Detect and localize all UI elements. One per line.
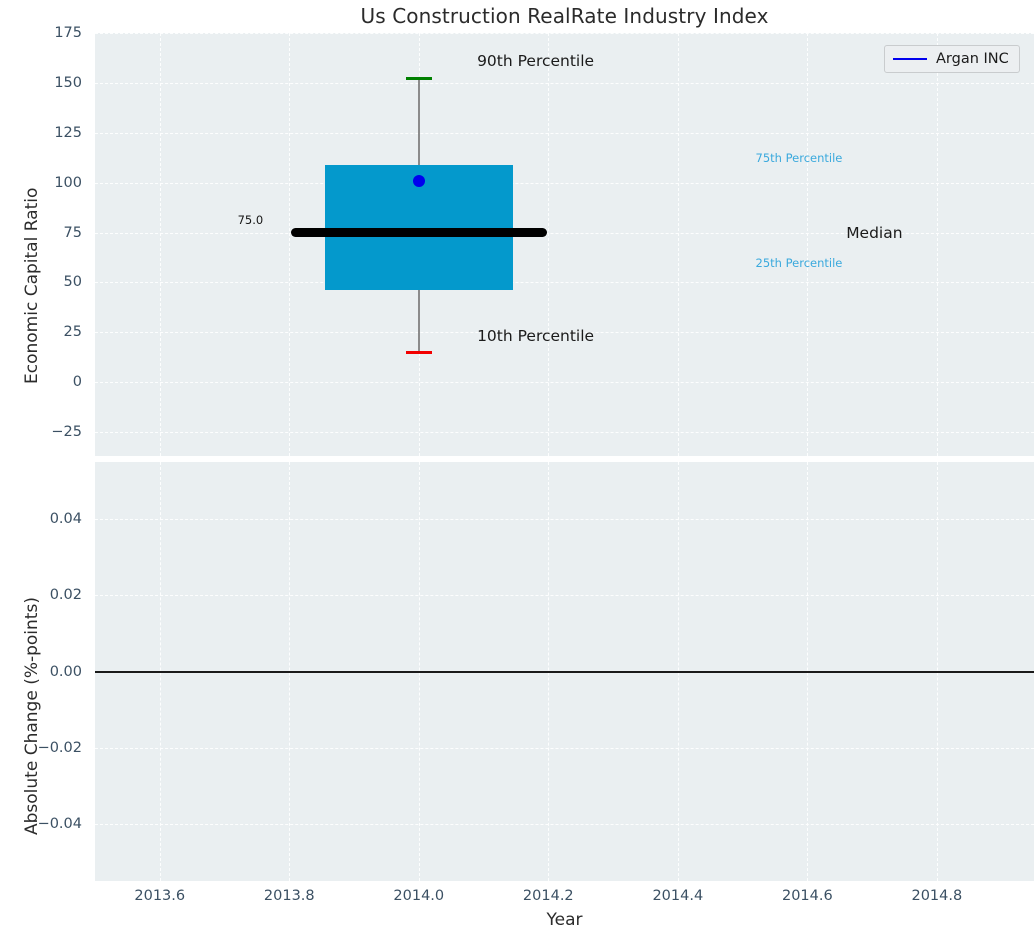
y-axis-label-top: Economic Capital Ratio: [22, 187, 42, 384]
gridline: [95, 82, 1034, 84]
gridline: [95, 33, 1034, 34]
chart-title: Us Construction RealRate Industry Index: [360, 4, 769, 28]
annotation-10th-percentile: 10th Percentile: [477, 327, 595, 346]
legend-line-icon: [893, 58, 927, 60]
y-tick-label: 150: [54, 74, 82, 91]
annotation-median: Median: [846, 223, 903, 242]
gridline: [95, 432, 1034, 434]
x-axis-label: Year: [546, 910, 583, 930]
y-tick-label: −0.02: [37, 739, 82, 756]
gridline: [95, 132, 1034, 134]
y-tick-label: −0.04: [37, 815, 82, 832]
zero-reference-line: [95, 670, 1034, 673]
y-tick-label: 75: [63, 224, 82, 241]
plot-panel-economic-capital-ratio: 90th Percentile 75th Percentile Median 2…: [95, 33, 1034, 456]
y-tick-label: 0.00: [49, 663, 82, 680]
whisker-cap-10th-percentile: [405, 350, 432, 354]
gridline: [95, 232, 1034, 234]
y-tick-label: 100: [54, 174, 82, 191]
gridline: [95, 823, 1034, 825]
y-tick-label: 50: [63, 274, 82, 291]
company-value-marker: [412, 174, 425, 187]
y-tick-label: 0: [72, 374, 82, 391]
y-tick-label: 125: [54, 124, 82, 141]
y-axis-label-bottom: Absolute Change (%-points): [22, 597, 42, 835]
gridline: [95, 747, 1034, 749]
median-bar: [290, 228, 547, 238]
y-tick-label: 25: [63, 324, 82, 341]
y-tick-label: 0.04: [49, 511, 82, 528]
gridline: [95, 382, 1034, 384]
gridline: [95, 332, 1034, 334]
y-tick-label: −25: [51, 424, 82, 441]
plot-panel-absolute-change: [95, 462, 1034, 881]
gridline: [289, 33, 291, 456]
annotation-75th-percentile: 75th Percentile: [755, 150, 843, 165]
x-tick-label: 2014.0: [393, 888, 445, 904]
x-tick-label: 2013.8: [263, 888, 315, 904]
y-tick-label: 0.02: [49, 587, 82, 604]
gridline: [807, 33, 809, 456]
legend-item-label: Argan INC: [936, 51, 1009, 67]
whisker-cap-90th-percentile: [405, 77, 432, 81]
annotation-median-value: 75.0: [237, 212, 264, 227]
legend[interactable]: Argan INC: [884, 45, 1020, 73]
annotation-25th-percentile: 25th Percentile: [755, 256, 843, 271]
x-tick-label: 2014.6: [781, 888, 833, 904]
x-tick-label: 2014.8: [911, 888, 963, 904]
y-tick-label: 175: [54, 25, 82, 41]
gridline: [95, 519, 1034, 521]
annotation-90th-percentile: 90th Percentile: [477, 51, 595, 70]
gridline: [936, 33, 938, 456]
gridline: [548, 33, 550, 456]
x-tick-label: 2013.6: [134, 888, 186, 904]
gridline: [677, 33, 679, 456]
gridline: [159, 33, 161, 456]
gridline: [95, 595, 1034, 597]
gridline: [95, 182, 1034, 184]
x-tick-label: 2014.4: [652, 888, 704, 904]
gridline: [95, 282, 1034, 284]
x-tick-label: 2014.2: [522, 888, 574, 904]
